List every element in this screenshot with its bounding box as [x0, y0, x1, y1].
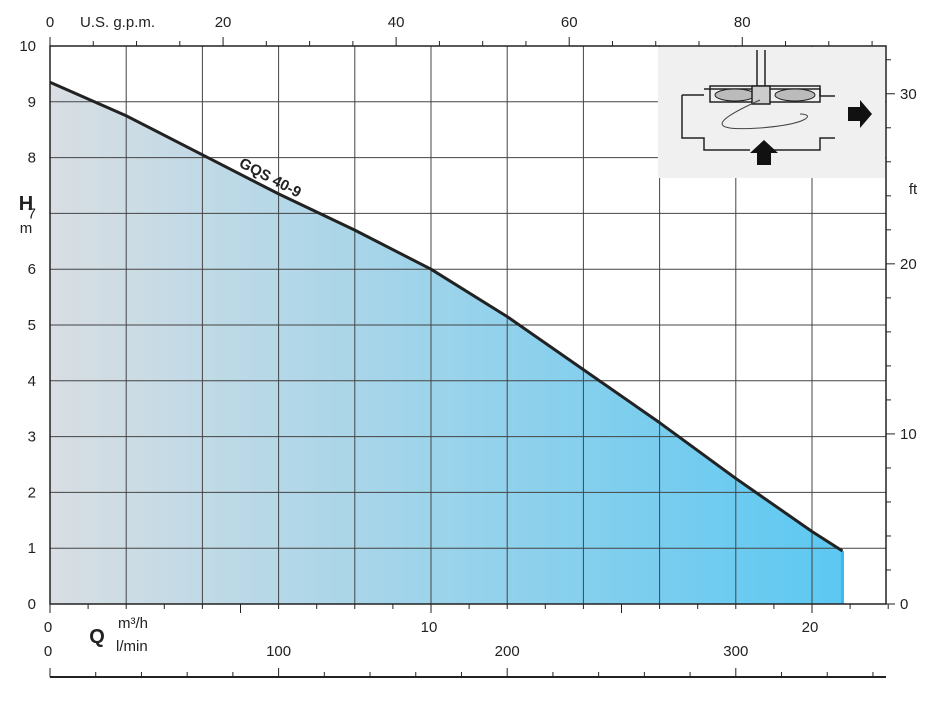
x-tick-label-0: 0: [44, 619, 52, 636]
top-tick-label-60: 60: [561, 14, 578, 31]
y-tick-label-0: 0: [28, 596, 36, 613]
lmin-tick-label-100: 100: [266, 643, 291, 660]
impeller-left: [714, 88, 756, 102]
plot-frame: [49, 45, 887, 605]
curve-area-fill: [50, 82, 843, 604]
curve-line-gqs-40-9: [49, 80, 844, 553]
y-tick-label-8: 8: [28, 150, 36, 167]
x-axis-unit-lmin: l/min: [116, 638, 148, 655]
y-tick-label-6: 6: [28, 261, 36, 278]
y-tick-label-7: 7: [28, 205, 36, 222]
outlet-arrow-icon: [848, 100, 872, 128]
lmin-tick-label-0: 0: [44, 643, 52, 660]
y-right-unit-ft: ft: [909, 181, 918, 198]
lmin-tick-label-200: 200: [495, 643, 520, 660]
x-axis-unit-m3h: m³/h: [118, 615, 148, 632]
y-tick-label-3: 3: [28, 429, 36, 446]
top-tick-label-20: 20: [215, 14, 232, 31]
y-tick-label-4: 4: [28, 373, 36, 390]
y-right-tick-label-10: 10: [900, 426, 917, 443]
impeller-right: [774, 88, 816, 102]
y-tick-label-9: 9: [28, 94, 36, 111]
top-axis-unit-gpm: U.S. g.p.m.: [80, 14, 155, 31]
x-axis-label-q: Q: [89, 626, 105, 648]
x-tick-label-20: 20: [802, 619, 819, 636]
pump-hub: [751, 85, 771, 105]
y-tick-label-10: 10: [19, 38, 36, 55]
flow-swirl: [721, 99, 808, 130]
top-tick-label-0: 0: [46, 14, 54, 31]
pump-diagram-panel: [658, 47, 885, 178]
y-axis-unit-m: m: [20, 220, 33, 237]
x-tick-label-10: 10: [421, 619, 438, 636]
y-right-tick-label-0: 0: [900, 596, 908, 613]
top-tick-label-40: 40: [388, 14, 405, 31]
y-tick-label-2: 2: [28, 484, 36, 501]
y-tick-label-1: 1: [28, 540, 36, 557]
top-tick-label-80: 80: [734, 14, 751, 31]
inlet-arrow-icon: [750, 140, 778, 165]
y-tick-label-5: 5: [28, 317, 36, 334]
y-axis-label-h: H: [19, 193, 33, 215]
y-right-tick-label-30: 30: [900, 86, 917, 103]
lmin-tick-label-300: 300: [723, 643, 748, 660]
y-right-tick-label-20: 20: [900, 256, 917, 273]
